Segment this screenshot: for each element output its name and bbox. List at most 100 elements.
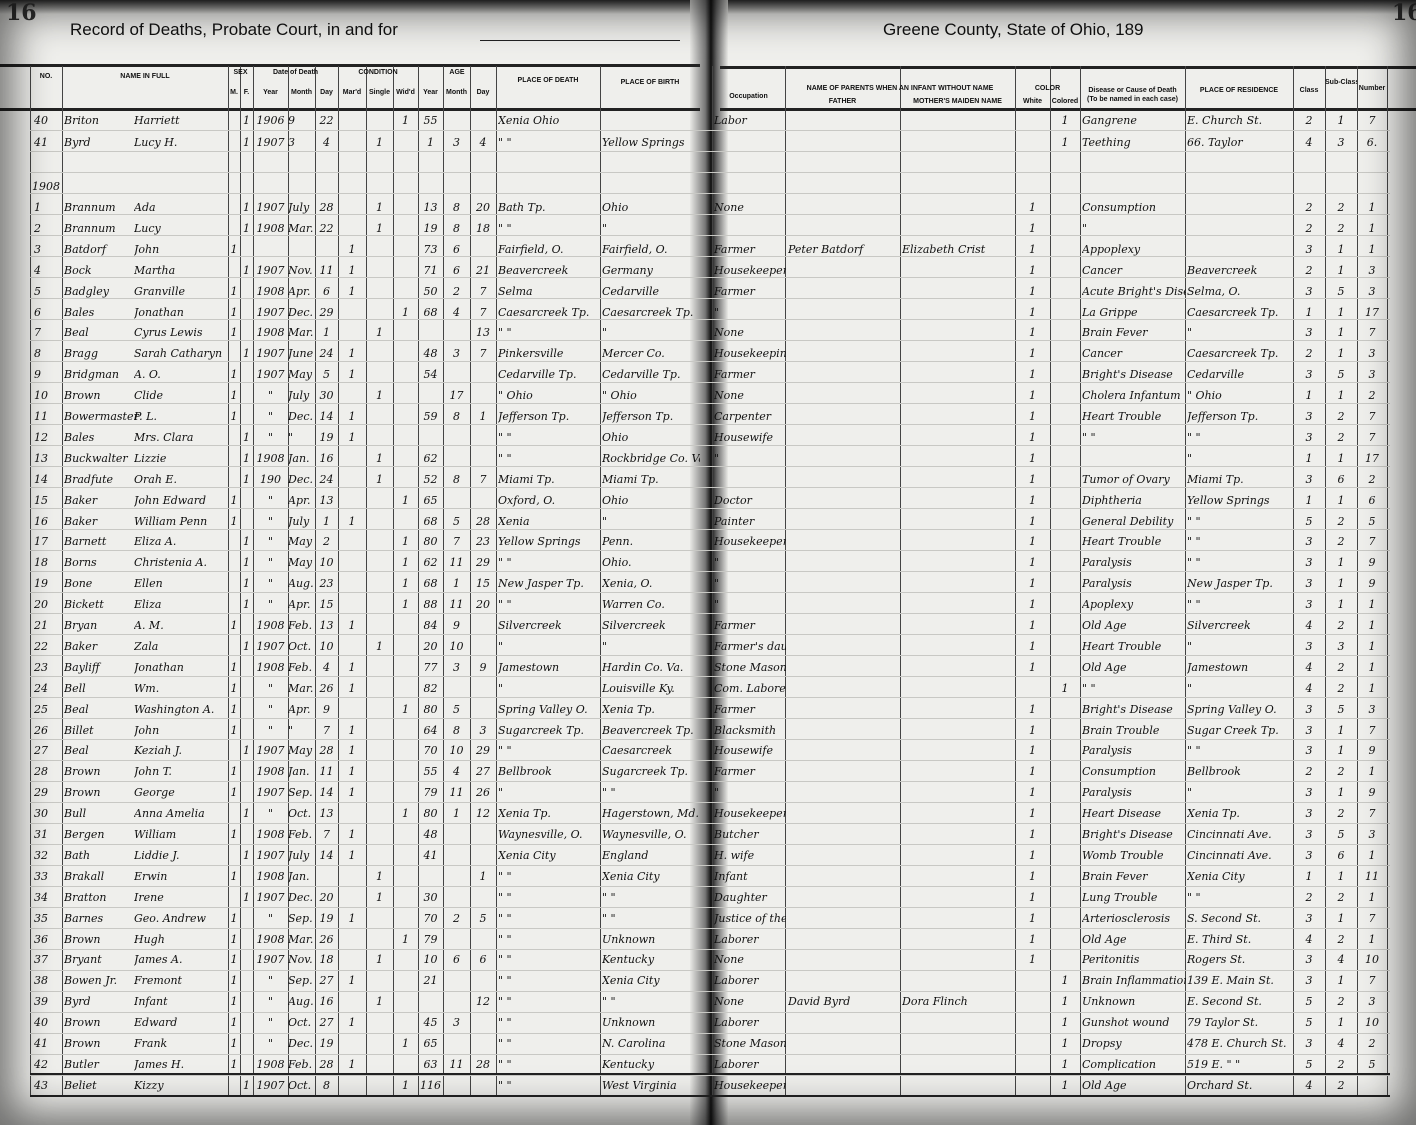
color-colored: 1 [1061, 995, 1069, 1009]
class: 3 [1305, 639, 1313, 653]
married: 1 [348, 765, 356, 779]
cause-of-death: " " [1082, 430, 1096, 444]
surname: Baker [64, 639, 98, 653]
age-months: 10 [449, 639, 464, 653]
ruled-line [30, 193, 1390, 194]
widowed: 1 [402, 114, 409, 127]
death-day: 13 [319, 807, 334, 821]
sex-male: 1 [230, 1016, 238, 1030]
death-year: 1908 [256, 869, 285, 883]
place-of-death: " " [498, 1057, 512, 1071]
occupation: Infant [714, 869, 748, 883]
widowed: 1 [402, 932, 409, 946]
death-month: Oct. [288, 1078, 312, 1092]
cause-of-death: Bright's Disease [1082, 702, 1173, 716]
age-months: 6 [453, 263, 460, 277]
color-white: 1 [1029, 221, 1036, 235]
number: 3 [1368, 995, 1376, 1009]
row-number: 32 [34, 848, 48, 862]
age-years: 116 [420, 1078, 441, 1092]
sex-male: 1 [230, 786, 238, 800]
place-of-residence: Bellbrook [1187, 765, 1241, 779]
death-year: " [267, 995, 274, 1009]
sex-male: 1 [230, 242, 238, 256]
surname: Byrd [64, 995, 91, 1009]
place-of-birth: England [602, 848, 649, 862]
number: 7 [1368, 430, 1376, 444]
place-of-death: Xenia [498, 514, 530, 528]
ruled-line [30, 361, 1390, 362]
ruled-line [30, 508, 1390, 509]
mother-maiden-name: Dora Flinch [902, 995, 968, 1009]
place-of-birth: Beavercreek Tp. [602, 723, 694, 737]
given-name: Kizzy [134, 1078, 164, 1092]
age-days: 12 [476, 807, 490, 821]
class: 3 [1305, 828, 1313, 841]
color-white: 1 [1029, 953, 1036, 967]
color-white: 1 [1029, 723, 1036, 737]
cause-of-death: Peritonitis [1082, 953, 1140, 967]
age-years: 63 [423, 1057, 438, 1071]
death-month: Sep. [288, 786, 313, 800]
header-father: FATHER [828, 98, 857, 105]
column-divider [712, 66, 713, 1096]
number: 3 [1368, 284, 1376, 298]
table-row: 40 Briton Harriett 1 1906 9 22 1 55 Xenia Ohio Lab… [0, 114, 1416, 130]
sub-class: 1 [1337, 493, 1345, 507]
death-day: 6 [323, 284, 330, 298]
left-page-title: Record of Deaths, Probate Court, in and … [70, 20, 398, 39]
table-row: 18 Borns Christenia A. 1 " May 10 1 62 11 29 " " Ohi… [0, 556, 1416, 572]
color-white: 1 [1029, 514, 1036, 528]
sub-class: 1 [1337, 974, 1345, 988]
age-years: 68 [423, 305, 438, 319]
total-rule [30, 1073, 1390, 1075]
number: 11 [1365, 869, 1379, 883]
given-name: Jonathan [134, 660, 184, 674]
occupation: " [714, 305, 720, 319]
given-name: Christenia A. [134, 556, 207, 570]
place-of-residence: " [1187, 451, 1193, 465]
age-years: 80 [423, 535, 438, 549]
age-years: 13 [423, 201, 438, 214]
given-name: Mrs. Clara [134, 430, 194, 444]
given-name: William Penn [134, 514, 208, 528]
place-of-residence: 519 E. " " [1187, 1057, 1241, 1071]
header-m: M. [230, 89, 238, 96]
color-white: 1 [1029, 493, 1036, 507]
death-day: 14 [319, 410, 334, 423]
ruled-line [30, 928, 1390, 929]
age-days: 4 [479, 136, 487, 149]
sub-class: 2 [1337, 765, 1345, 779]
death-day: 13 [319, 493, 334, 507]
place-of-birth: " " [602, 995, 616, 1009]
death-year: 1908 [256, 1057, 285, 1071]
death-year: 1907 [256, 786, 285, 800]
age-days: 5 [479, 911, 487, 925]
cause-of-death: Paralysis [1082, 556, 1132, 570]
death-year: 1907 [256, 347, 285, 361]
place-of-residence: New Jasper Tp. [1187, 577, 1273, 591]
row-number: 38 [34, 974, 48, 988]
ruled-line [30, 298, 1390, 299]
color-white: 1 [1029, 326, 1036, 340]
sex-female: 1 [243, 890, 250, 904]
number: 3 [1368, 828, 1376, 841]
age-years: 79 [423, 786, 438, 800]
death-day: 28 [319, 201, 334, 214]
cause-of-death: Unknown [1082, 995, 1136, 1009]
death-year: 1908 [256, 765, 285, 779]
occupation: Housekeeping [714, 347, 786, 361]
death-month: July [288, 389, 310, 403]
place-of-death: " " [498, 451, 512, 465]
place-of-death: Oxford, O. [498, 493, 556, 507]
sex-male: 1 [230, 493, 238, 507]
occupation: Housekeeper [714, 1078, 786, 1092]
death-month: Jan. [288, 765, 310, 779]
number: 1 [1368, 242, 1376, 256]
color-white: 1 [1029, 619, 1036, 632]
column-divider [1080, 66, 1081, 1096]
row-number: 27 [34, 744, 48, 758]
place-of-birth: Ohio [602, 493, 629, 507]
table-row: 10 Brown Clide 1 " July 30 1 17 " Ohio " Ohio None 1… [0, 389, 1416, 405]
death-month: Nov. [288, 953, 313, 967]
